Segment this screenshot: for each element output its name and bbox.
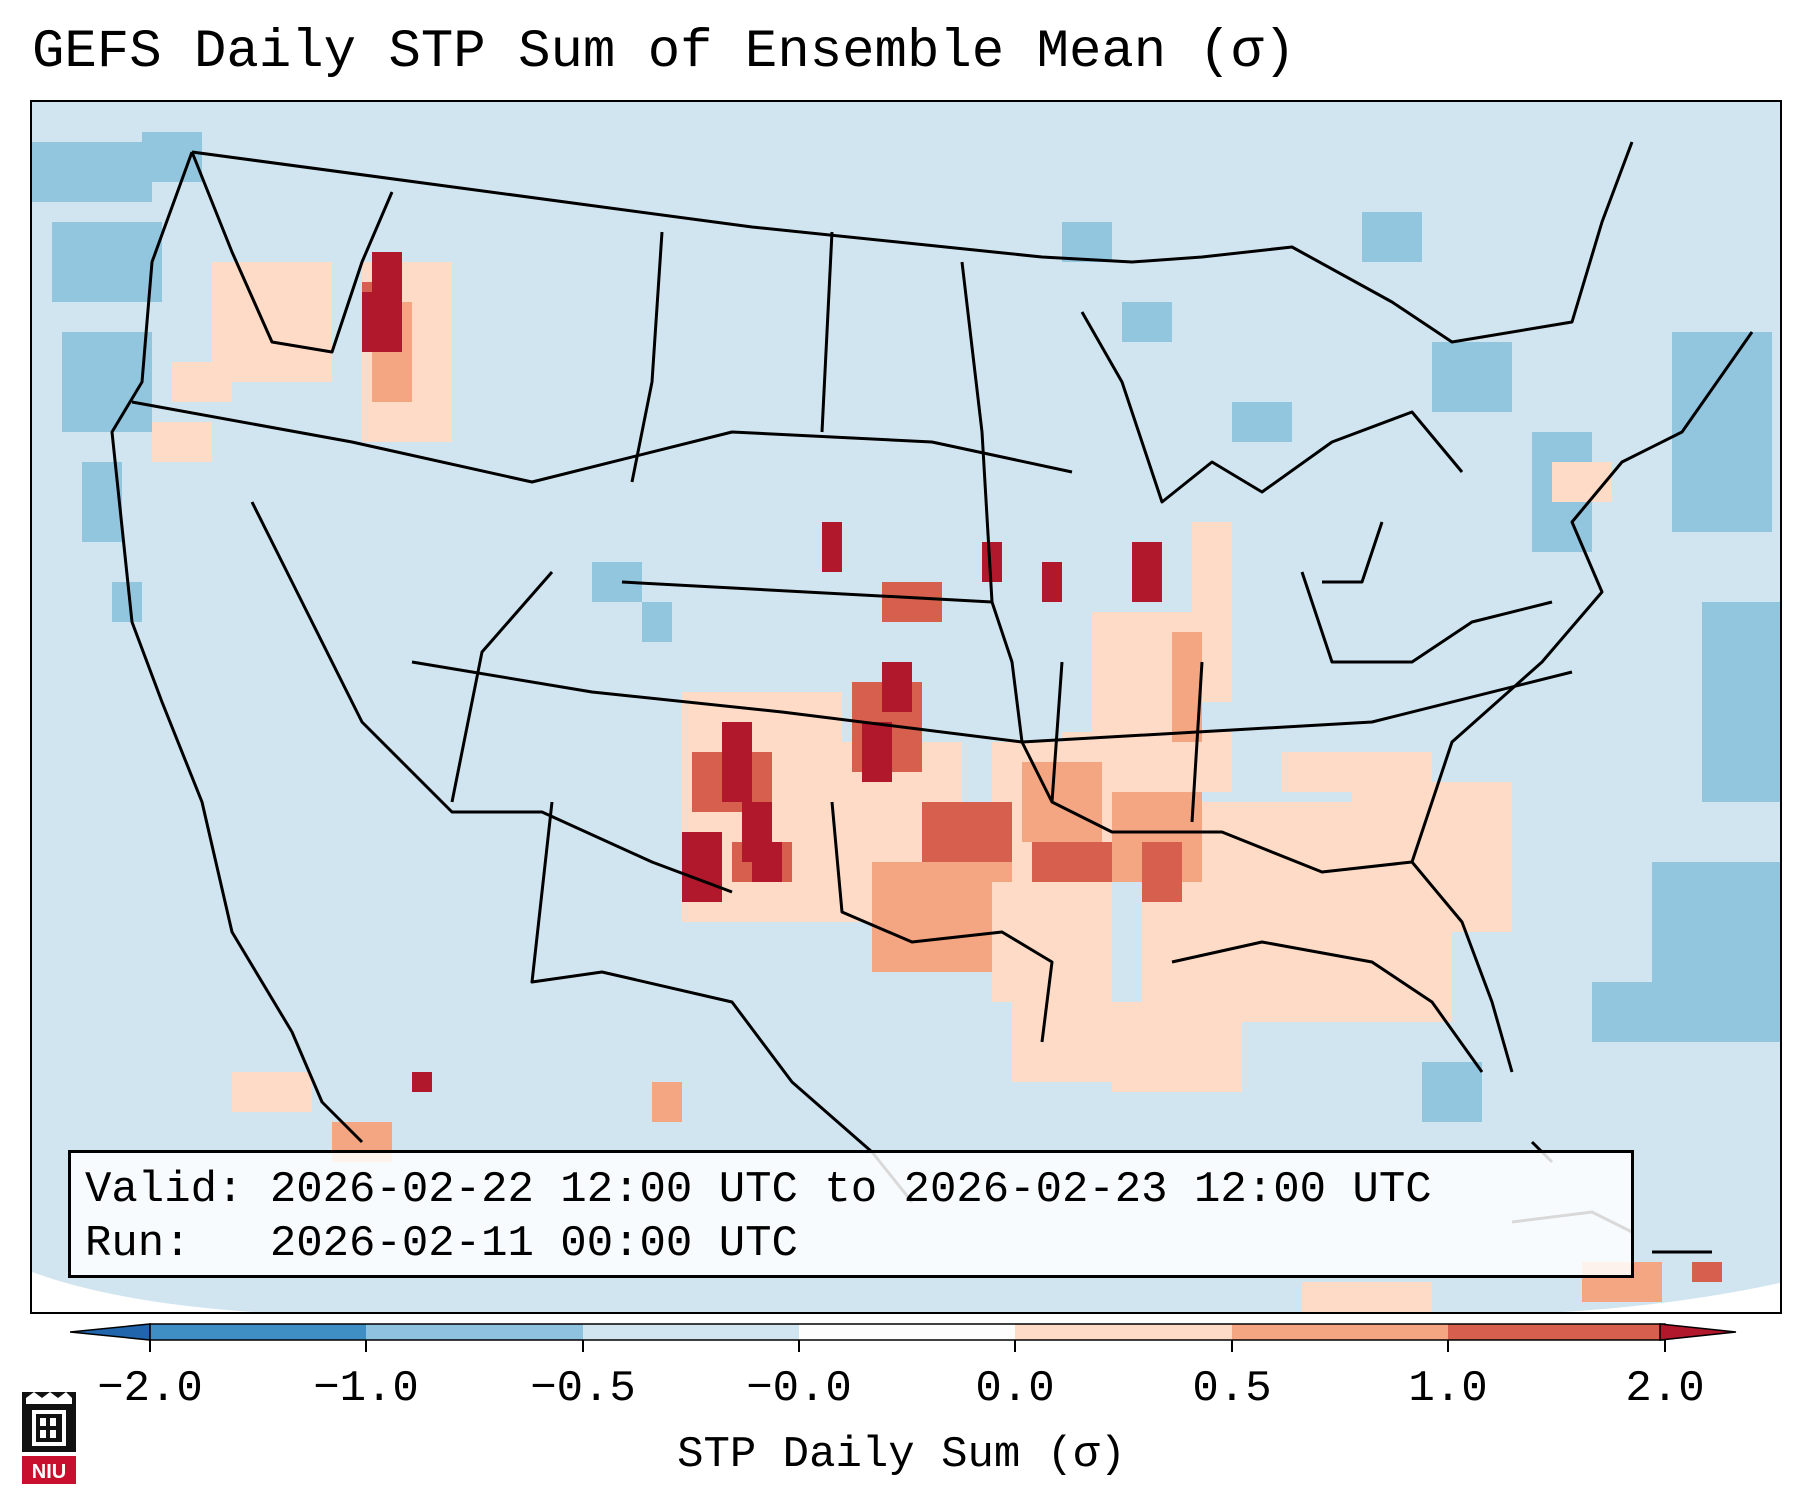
- colorbar-max-extension: [1659, 1323, 1737, 1341]
- colorbar-tick: 0.5: [1192, 1364, 1272, 1414]
- negative-anomaly-areas: [32, 132, 1780, 1122]
- colorbar-tick: −2.0: [97, 1364, 203, 1414]
- niu-logo: NIU: [20, 1390, 78, 1486]
- colorbar-bin: [1232, 1324, 1448, 1340]
- political-boundaries: [110, 141, 1754, 1203]
- colorbar: [69, 1320, 1740, 1365]
- valid-run-info-box: Valid: 2026-02-22 12:00 UTC to 2026-02-2…: [68, 1150, 1634, 1278]
- colorbar-tick: −0.0: [746, 1364, 852, 1414]
- valid-time-range: 2026-02-22 12:00 UTC to 2026-02-23 12:00…: [269, 1165, 1432, 1215]
- run-label: Run:: [85, 1219, 191, 1269]
- map-panel[interactable]: [30, 100, 1782, 1314]
- valid-label: Valid:: [85, 1165, 244, 1215]
- colorbar-bin: [1015, 1324, 1232, 1340]
- colorbar-tick: −1.0: [313, 1364, 419, 1414]
- colorbar-bin: [799, 1324, 1015, 1340]
- colorbar-label: STP Daily Sum (σ): [677, 1430, 1126, 1480]
- colorbar-bin: [1448, 1324, 1665, 1340]
- extreme-positive-areas: [362, 252, 1162, 1092]
- colorbar-bin: [150, 1324, 366, 1340]
- colorbar-min-extension: [69, 1323, 151, 1341]
- niu-logo-text: NIU: [32, 1461, 66, 1483]
- colorbar-bin: [366, 1324, 583, 1340]
- run-time: 2026-02-11 00:00 UTC: [269, 1219, 798, 1269]
- colorbar-bins: [149, 1323, 1666, 1352]
- map-title: GEFS Daily STP Sum of Ensemble Mean (σ): [32, 22, 1296, 83]
- colorbar-tick: 0.0: [975, 1364, 1055, 1414]
- colorbar-tick: −0.5: [530, 1364, 636, 1414]
- colorbar-tick: 1.0: [1408, 1364, 1488, 1414]
- colorbar-tick: 2.0: [1625, 1364, 1705, 1414]
- colorbar-bin: [583, 1324, 799, 1340]
- map-canvas: [32, 102, 1780, 1312]
